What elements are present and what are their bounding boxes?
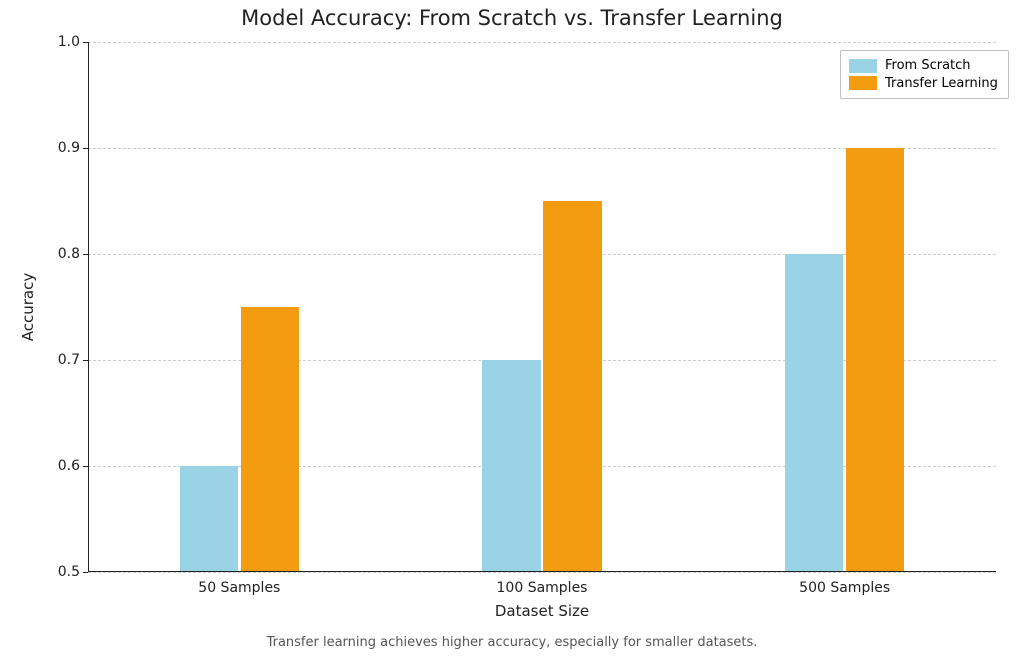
chart-caption: Transfer learning achieves higher accura… (0, 635, 1024, 650)
y-tick-mark (83, 148, 88, 149)
gridline (88, 572, 996, 573)
legend-swatch (849, 76, 877, 90)
bar (180, 466, 238, 572)
x-axis-label: Dataset Size (495, 602, 589, 620)
axis-spine-bottom (88, 571, 996, 572)
y-axis-label: Accuracy (19, 273, 37, 341)
legend: From ScratchTransfer Learning (840, 50, 1009, 99)
y-tick-label: 0.5 (38, 564, 80, 580)
bar (482, 360, 540, 572)
y-tick-label: 0.6 (38, 458, 80, 474)
legend-item: Transfer Learning (849, 75, 998, 93)
chart-title: Model Accuracy: From Scratch vs. Transfe… (0, 6, 1024, 30)
y-tick-mark (83, 254, 88, 255)
x-tick-label: 100 Samples (497, 580, 588, 596)
gridline (88, 42, 996, 43)
legend-label: Transfer Learning (885, 75, 998, 93)
bar (846, 148, 904, 572)
figure: Model Accuracy: From Scratch vs. Transfe… (0, 0, 1024, 660)
bar (543, 201, 601, 572)
y-tick-mark (83, 42, 88, 43)
legend-swatch (849, 59, 877, 73)
x-tick-label: 500 Samples (799, 580, 890, 596)
legend-item: From Scratch (849, 57, 998, 75)
plot-area (88, 42, 996, 572)
y-tick-mark (83, 466, 88, 467)
y-tick-label: 0.8 (38, 246, 80, 262)
y-tick-mark (83, 572, 88, 573)
x-tick-label: 50 Samples (198, 580, 280, 596)
bar (785, 254, 843, 572)
legend-label: From Scratch (885, 57, 971, 75)
y-tick-label: 0.9 (38, 140, 80, 156)
bar (241, 307, 299, 572)
y-tick-label: 0.7 (38, 352, 80, 368)
y-tick-label: 1.0 (38, 34, 80, 50)
axis-spine-left (88, 42, 89, 572)
y-tick-mark (83, 360, 88, 361)
